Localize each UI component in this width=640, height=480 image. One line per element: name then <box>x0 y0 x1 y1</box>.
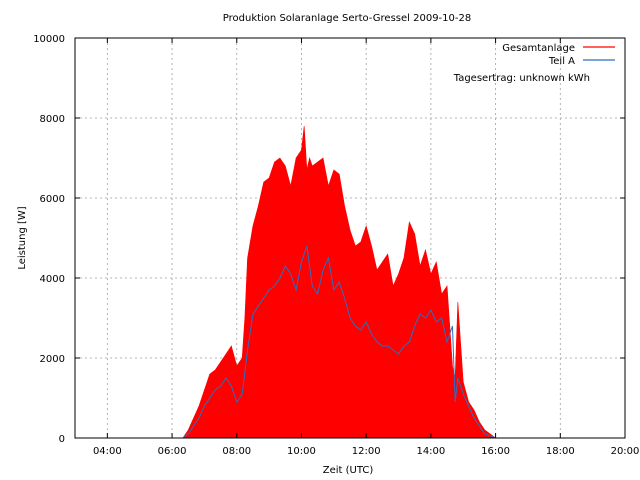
x-tick-label: 18:00 <box>546 446 575 457</box>
legend: Gesamtanlage Teil A <box>502 43 615 67</box>
legend-label-gesamtanlage: Gesamtanlage <box>502 43 575 54</box>
y-tick-label: 6000 <box>40 194 65 205</box>
x-tick-label: 10:00 <box>287 446 316 457</box>
series-layer <box>182 125 501 439</box>
daily-yield-annotation: Tagesertrag: unknown kWh <box>453 73 590 84</box>
x-tick-label: 08:00 <box>222 446 251 457</box>
y-tick-label: 0 <box>59 434 65 445</box>
ticks: 04:00 06:00 08:00 10:00 12:00 14:00 16:00 18:00… <box>33 34 639 457</box>
y-axis-label: Leistung [W] <box>17 206 28 269</box>
x-tick-label: 06:00 <box>158 446 187 457</box>
x-tick-label: 14:00 <box>416 446 445 457</box>
legend-label-teil-a: Teil A <box>548 56 575 67</box>
plot-frame <box>74 37 626 439</box>
x-axis-label: Zeit (UTC) <box>323 465 374 476</box>
x-tick-label: 20:00 <box>611 446 640 457</box>
x-tick-label: 04:00 <box>93 446 122 457</box>
series-line-teil-a <box>182 245 501 439</box>
x-tick-label: 16:00 <box>481 446 510 457</box>
y-tick-label: 2000 <box>40 354 65 365</box>
x-tick-label: 12:00 <box>352 446 381 457</box>
y-tick-label: 10000 <box>33 34 65 45</box>
chart-title: Produktion Solaranlage Serto-Gressel 200… <box>223 13 471 24</box>
y-tick-label: 4000 <box>40 274 65 285</box>
y-tick-label: 8000 <box>40 114 65 125</box>
series-area-gesamtanlage <box>182 125 501 439</box>
